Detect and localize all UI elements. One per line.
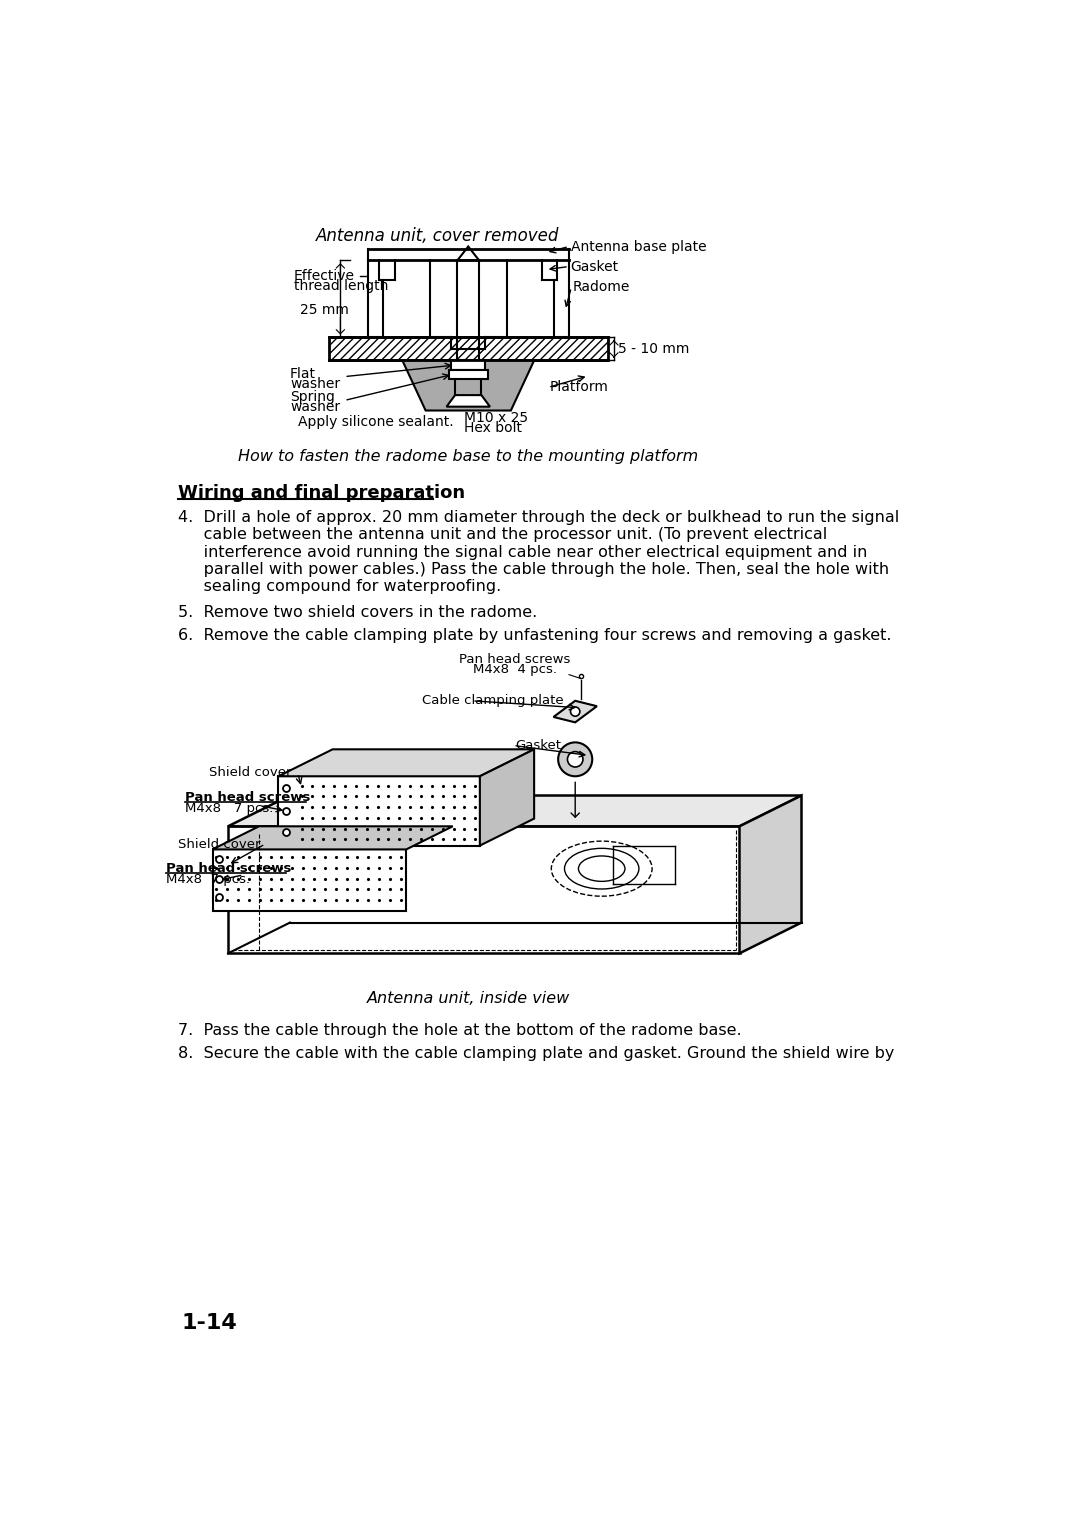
- Text: Antenna unit, cover removed: Antenna unit, cover removed: [315, 226, 559, 244]
- Text: 25 mm: 25 mm: [300, 304, 349, 318]
- Text: Apply silicone sealant.: Apply silicone sealant.: [298, 416, 454, 429]
- Text: 4.  Drill a hole of approx. 20 mm diameter through the deck or bulkhead to run t: 4. Drill a hole of approx. 20 mm diamete…: [177, 510, 899, 594]
- Text: M4x8  4 pcs.: M4x8 4 pcs.: [473, 663, 557, 677]
- Polygon shape: [480, 749, 535, 845]
- Text: Pan head screws: Pan head screws: [186, 792, 311, 804]
- Text: Radome: Radome: [572, 280, 631, 295]
- Polygon shape: [279, 776, 480, 845]
- Polygon shape: [228, 827, 740, 953]
- Polygon shape: [403, 361, 535, 411]
- Text: Effective: Effective: [294, 269, 355, 283]
- Polygon shape: [213, 827, 453, 850]
- Polygon shape: [740, 796, 801, 953]
- Polygon shape: [554, 701, 597, 723]
- Bar: [328, 338, 608, 361]
- Text: M10 x 25: M10 x 25: [464, 411, 528, 425]
- Circle shape: [570, 707, 580, 717]
- Bar: [449, 370, 488, 379]
- Text: Pan head screws: Pan head screws: [459, 652, 570, 666]
- Text: Antenna base plate: Antenna base plate: [570, 240, 706, 254]
- Circle shape: [558, 743, 592, 776]
- Text: Shield cover: Shield cover: [177, 837, 260, 851]
- Polygon shape: [213, 850, 406, 911]
- Text: Pan head screws: Pan head screws: [166, 862, 292, 876]
- Text: 1-14: 1-14: [181, 1313, 238, 1332]
- Text: Cable clamping plate: Cable clamping plate: [422, 694, 564, 707]
- Text: M4x8  7 pcs.: M4x8 7 pcs.: [166, 872, 251, 886]
- Text: Gasket: Gasket: [570, 260, 619, 274]
- Text: 5.  Remove two shield covers in the radome.: 5. Remove two shield covers in the radom…: [177, 605, 537, 620]
- Text: 6.  Remove the cable clamping plate by unfastening four screws and removing a ga: 6. Remove the cable clamping plate by un…: [177, 628, 891, 643]
- Circle shape: [567, 752, 583, 767]
- Bar: [451, 361, 485, 370]
- Text: Gasket: Gasket: [515, 740, 561, 752]
- Text: thread length: thread length: [294, 278, 388, 293]
- Text: 5 - 10 mm: 5 - 10 mm: [618, 342, 689, 356]
- Text: 7.  Pass the cable through the hole at the bottom of the radome base.: 7. Pass the cable through the hole at th…: [177, 1022, 741, 1038]
- Text: 8.  Secure the cable with the cable clamping plate and gasket. Ground the shield: 8. Secure the cable with the cable clamp…: [177, 1045, 894, 1060]
- Polygon shape: [228, 796, 801, 827]
- Polygon shape: [458, 246, 480, 260]
- Text: Flat: Flat: [291, 367, 316, 382]
- Text: Shield cover: Shield cover: [208, 766, 292, 779]
- Text: Platform: Platform: [550, 380, 608, 394]
- Text: Spring: Spring: [291, 391, 335, 405]
- Text: Wiring and final preparation: Wiring and final preparation: [177, 484, 464, 501]
- Text: How to fasten the radome base to the mounting platform: How to fasten the radome base to the mou…: [238, 449, 699, 465]
- Text: Hex bolt: Hex bolt: [464, 422, 523, 435]
- Polygon shape: [446, 396, 490, 406]
- Text: washer: washer: [291, 377, 340, 391]
- Polygon shape: [279, 749, 535, 776]
- Text: M4x8   7 pcs.: M4x8 7 pcs.: [186, 802, 273, 814]
- Text: Antenna unit, inside view: Antenna unit, inside view: [366, 990, 570, 1005]
- Text: washer: washer: [291, 400, 340, 414]
